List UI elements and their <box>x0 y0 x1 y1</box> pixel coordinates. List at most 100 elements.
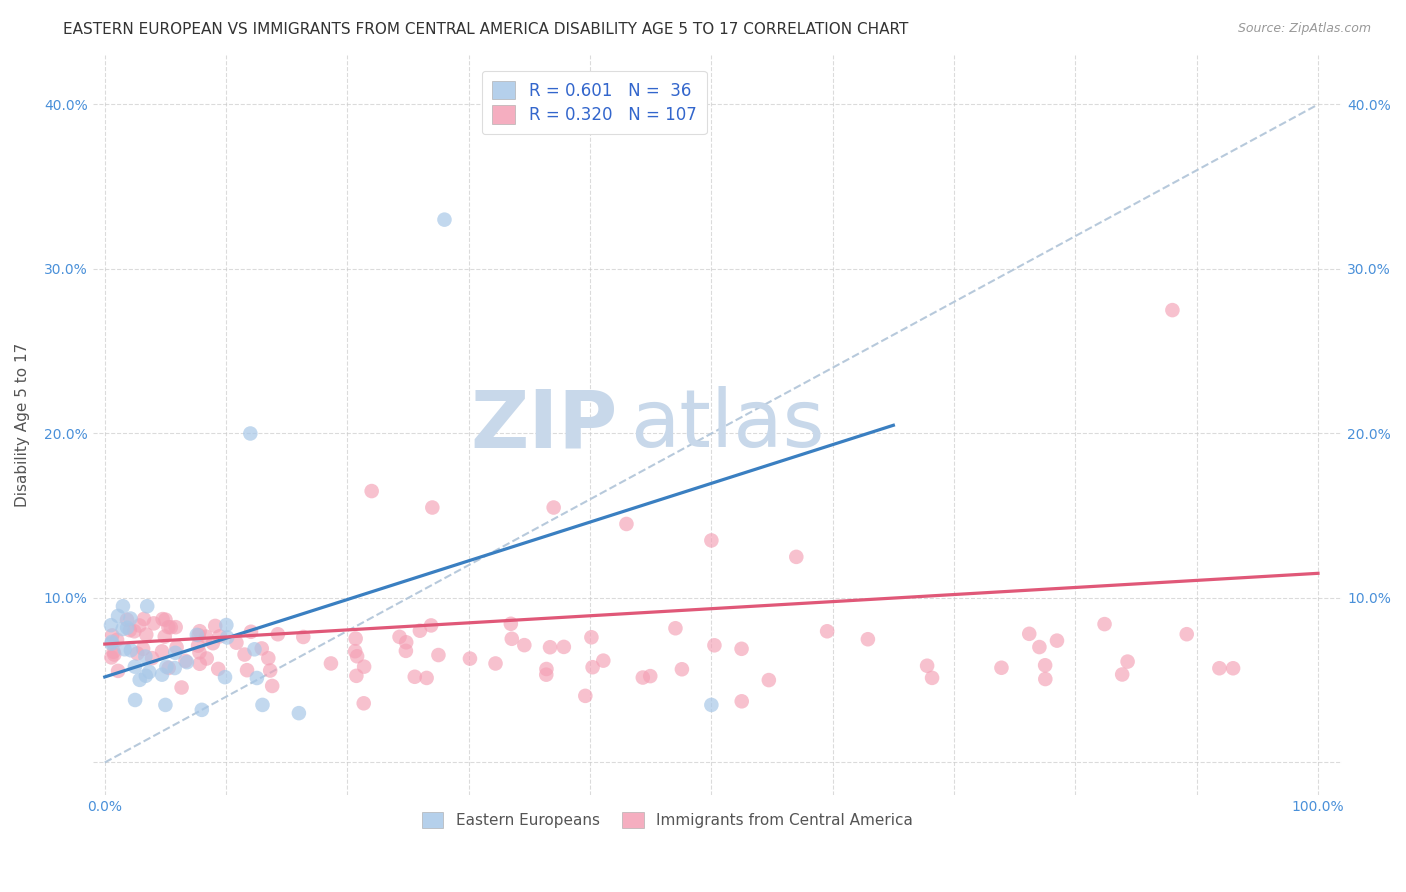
Point <box>215 618 238 632</box>
Point <box>107 609 129 624</box>
Point <box>631 671 654 685</box>
Point <box>115 621 138 635</box>
Point <box>581 660 603 674</box>
Point <box>1222 661 1244 675</box>
Point <box>124 624 146 639</box>
Point <box>731 694 754 708</box>
Point <box>353 659 375 673</box>
Point <box>103 645 125 659</box>
Point <box>124 659 146 673</box>
Point <box>243 642 266 657</box>
Point <box>703 638 725 652</box>
Point <box>188 645 211 659</box>
Point <box>157 620 180 634</box>
Point <box>513 638 536 652</box>
Point <box>458 651 481 665</box>
Point <box>581 630 603 644</box>
Text: EASTERN EUROPEAN VS IMMIGRANTS FROM CENTRAL AMERICA DISABILITY AGE 5 TO 17 CORRE: EASTERN EUROPEAN VS IMMIGRANTS FROM CENT… <box>63 22 908 37</box>
Point <box>1018 627 1040 641</box>
Point <box>120 643 142 657</box>
Point <box>188 624 211 639</box>
Y-axis label: Disability Age 5 to 17: Disability Age 5 to 17 <box>15 343 30 508</box>
Point <box>536 667 558 681</box>
Point <box>163 661 186 675</box>
Point <box>105 632 128 647</box>
Point <box>115 613 138 627</box>
Point <box>127 647 149 661</box>
Point <box>344 632 367 646</box>
Point <box>236 663 259 677</box>
Point <box>120 611 142 625</box>
Point <box>1094 617 1116 632</box>
Point <box>404 670 426 684</box>
Point <box>501 632 523 646</box>
Point <box>186 628 208 642</box>
Point <box>1111 667 1133 681</box>
Point <box>165 646 187 660</box>
Point <box>785 549 807 564</box>
Point <box>157 661 180 675</box>
Point <box>543 500 565 515</box>
Point <box>420 500 443 515</box>
Point <box>138 665 160 679</box>
Point <box>128 618 150 632</box>
Point <box>155 698 177 712</box>
Point <box>1175 627 1198 641</box>
Point <box>921 671 943 685</box>
Point <box>170 681 193 695</box>
Point <box>319 657 342 671</box>
Point <box>574 689 596 703</box>
Point <box>360 484 382 499</box>
Point <box>420 618 443 632</box>
Point <box>100 618 122 632</box>
Point <box>395 644 418 658</box>
Point <box>288 706 311 720</box>
Point <box>103 648 125 662</box>
Point <box>174 654 197 668</box>
Point <box>135 669 157 683</box>
Point <box>207 662 229 676</box>
Point <box>499 616 522 631</box>
Point <box>132 641 155 656</box>
Point <box>166 640 188 655</box>
Point <box>267 627 290 641</box>
Point <box>118 623 141 637</box>
Point <box>142 616 165 631</box>
Point <box>111 622 134 636</box>
Point <box>124 693 146 707</box>
Point <box>257 651 280 665</box>
Point <box>208 629 231 643</box>
Point <box>1033 672 1056 686</box>
Point <box>638 669 661 683</box>
Point <box>250 641 273 656</box>
Point <box>191 703 214 717</box>
Point <box>233 648 256 662</box>
Point <box>135 627 157 641</box>
Point <box>101 635 124 649</box>
Point <box>415 671 437 685</box>
Point <box>1161 303 1184 318</box>
Point <box>111 599 134 614</box>
Point <box>388 630 411 644</box>
Text: atlas: atlas <box>630 386 824 464</box>
Point <box>409 624 432 638</box>
Point <box>101 628 124 642</box>
Point <box>100 636 122 650</box>
Point <box>664 621 686 635</box>
Point <box>553 640 575 654</box>
Point <box>114 642 136 657</box>
Point <box>100 650 122 665</box>
Point <box>194 630 217 644</box>
Legend: Eastern Europeans, Immigrants from Central America: Eastern Europeans, Immigrants from Centr… <box>415 804 921 836</box>
Point <box>344 669 367 683</box>
Point <box>433 212 456 227</box>
Point <box>204 619 226 633</box>
Point <box>128 673 150 687</box>
Point <box>201 636 224 650</box>
Point <box>214 670 236 684</box>
Point <box>1208 661 1230 675</box>
Point <box>700 698 723 712</box>
Point <box>538 640 561 655</box>
Point <box>346 649 368 664</box>
Point <box>915 658 938 673</box>
